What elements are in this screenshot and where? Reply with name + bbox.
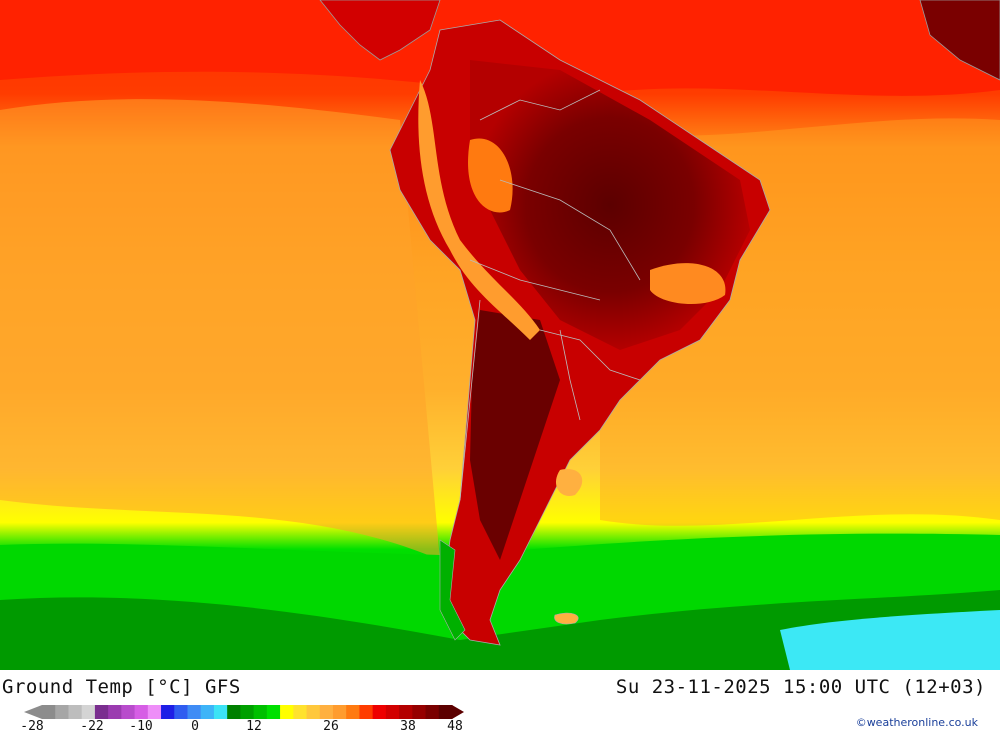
cold-patch <box>780 610 1000 670</box>
country-borders <box>459 89 641 501</box>
legend-tick: 38 <box>400 719 416 734</box>
legend-swatch <box>161 705 175 719</box>
legend-swatch <box>306 705 321 719</box>
pacific-warm-band <box>0 99 440 560</box>
legend-swatch <box>266 705 281 719</box>
central-america <box>319 0 441 61</box>
legend-swatch <box>68 705 83 719</box>
legend-swatch <box>372 705 387 719</box>
legend-tick: 0 <box>191 719 199 734</box>
legend-swatch <box>332 705 347 719</box>
legend-arrow-high <box>452 705 464 719</box>
color-legend <box>24 705 464 719</box>
legend-swatch <box>227 705 241 719</box>
legend-tick: 12 <box>246 719 262 734</box>
legend-swatch <box>121 705 136 719</box>
legend-swatch <box>42 705 56 719</box>
africa-corner <box>919 0 1000 81</box>
legend-swatch <box>55 705 69 719</box>
footer <box>0 670 1000 733</box>
legend-swatch <box>213 705 228 719</box>
legend-swatch <box>200 705 215 719</box>
legend-swatch <box>425 705 440 719</box>
legend-tick: -28 <box>20 719 44 734</box>
legend-swatch <box>293 705 308 719</box>
andes-ridge <box>418 80 540 340</box>
highlands-warm <box>650 263 726 305</box>
legend-swatch <box>187 705 202 719</box>
legend-arrow-low <box>24 705 42 719</box>
legend-swatch <box>280 705 294 719</box>
forecast-datetime: Su 23-11-2025 15:00 UTC (12+03) <box>615 676 986 698</box>
chile-south-coast <box>439 539 466 641</box>
southern-cool-band <box>0 590 1000 670</box>
legend-swatch <box>147 705 162 719</box>
legend-swatch <box>134 705 149 719</box>
andes-warm-north <box>468 138 513 213</box>
credit-link[interactable]: ©weatheronline.co.uk <box>855 716 978 729</box>
legend-swatch <box>240 705 255 719</box>
legend-swatch <box>253 705 268 719</box>
map-title: Ground Temp [°C] GFS <box>2 676 241 698</box>
legend-tick: -10 <box>129 719 153 734</box>
falkland-islands <box>554 612 579 625</box>
legend-swatch <box>399 705 413 719</box>
legend-swatch <box>319 705 334 719</box>
legend-swatch <box>81 705 96 719</box>
temperature-map <box>0 0 1000 670</box>
legend-swatch <box>108 705 122 719</box>
argentina-hot-core <box>470 310 560 560</box>
legend-swatch <box>346 705 360 719</box>
legend-swatch <box>174 705 188 719</box>
legend-swatch <box>438 705 453 719</box>
legend-swatch <box>412 705 427 719</box>
legend-tick: 48 <box>447 719 463 734</box>
legend-tick: 26 <box>323 719 339 734</box>
legend-swatch <box>359 705 374 719</box>
legend-tick: -22 <box>80 719 104 734</box>
legend-swatch <box>94 705 109 719</box>
pampas-mild <box>555 469 583 496</box>
legend-swatch <box>385 705 400 719</box>
